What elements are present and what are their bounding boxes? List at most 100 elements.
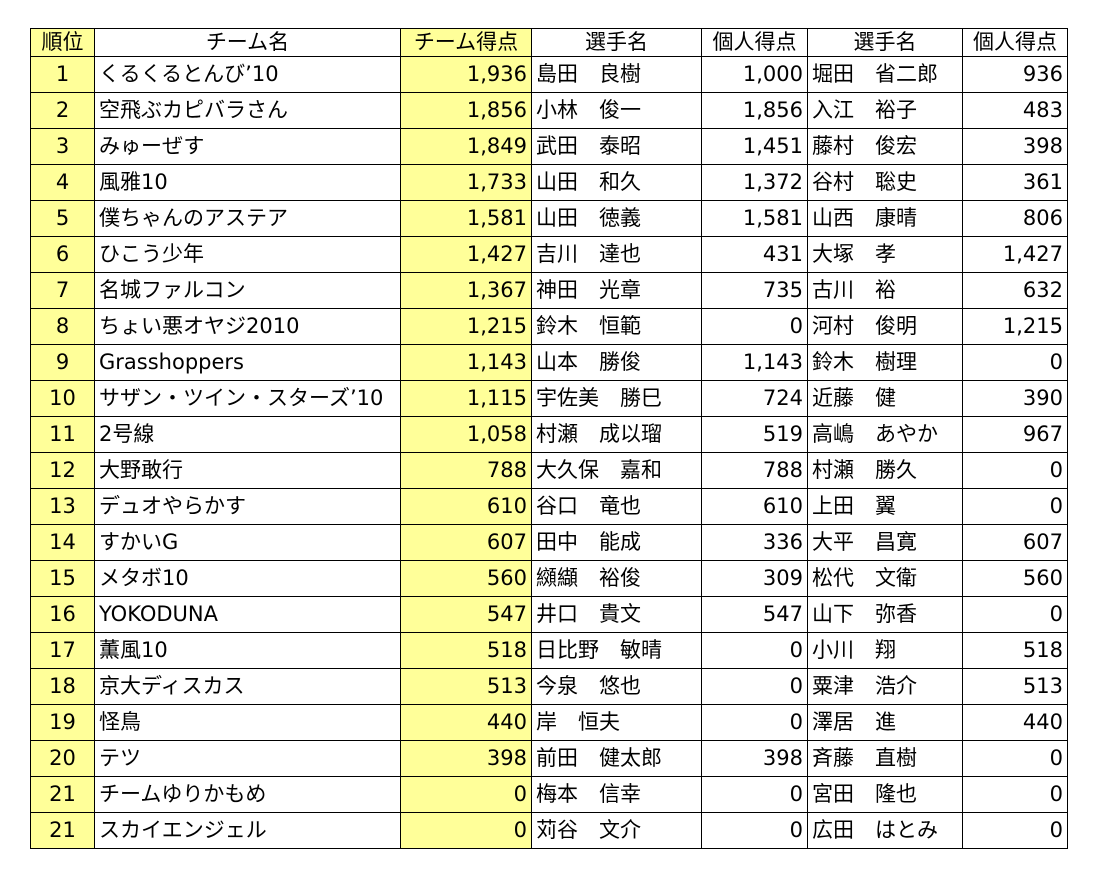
team-score-cell: 547 bbox=[400, 596, 532, 633]
player1-name-cell: 岸 恒夫 bbox=[531, 704, 702, 741]
rank-cell: 7 bbox=[30, 272, 95, 309]
table-row: 12 大野敢行 788 大久保 嘉和 788 村瀬 勝久 0 bbox=[30, 452, 1068, 489]
player1-name-cell: 梅本 信幸 bbox=[531, 776, 702, 813]
header-player2-score: 個人得点 bbox=[962, 28, 1068, 57]
rank-cell: 19 bbox=[30, 704, 95, 741]
team-score-cell: 0 bbox=[400, 776, 532, 813]
team-score-cell: 560 bbox=[400, 560, 532, 597]
rank-cell: 21 bbox=[30, 776, 95, 813]
header-player1-score: 個人得点 bbox=[701, 28, 808, 57]
rank-cell: 3 bbox=[30, 128, 95, 165]
player2-score-cell: 0 bbox=[962, 488, 1068, 525]
player1-score-cell: 1,143 bbox=[701, 344, 808, 381]
team-name-cell: 僕ちゃんのアステア bbox=[94, 200, 401, 237]
player1-name-cell: 苅谷 文介 bbox=[531, 812, 702, 849]
rank-cell: 11 bbox=[30, 416, 95, 453]
player1-name-cell: 前田 健太郎 bbox=[531, 740, 702, 777]
player1-score-cell: 788 bbox=[701, 452, 808, 489]
player2-score-cell: 0 bbox=[962, 344, 1068, 381]
team-score-cell: 1,115 bbox=[400, 380, 532, 417]
team-name-cell: Grasshoppers bbox=[94, 344, 401, 381]
team-score-cell: 1,143 bbox=[400, 344, 532, 381]
rank-cell: 9 bbox=[30, 344, 95, 381]
table-row: 16 YOKODUNA 547 井口 貴文 547 山下 弥香 0 bbox=[30, 596, 1068, 633]
rank-cell: 5 bbox=[30, 200, 95, 237]
table-row: 7 名城ファルコン 1,367 神田 光章 735 古川 裕 632 bbox=[30, 272, 1068, 309]
player1-name-cell: 吉川 達也 bbox=[531, 236, 702, 273]
header-team-name: チーム名 bbox=[94, 28, 401, 57]
team-name-cell: サザン・ツイン・スターズ’10 bbox=[94, 380, 401, 417]
player1-score-cell: 0 bbox=[701, 704, 808, 741]
player1-name-cell: 山田 徳義 bbox=[531, 200, 702, 237]
table-row: 20 テツ 398 前田 健太郎 398 斉藤 直樹 0 bbox=[30, 740, 1068, 777]
player2-name-cell: 高嶋 あやか bbox=[807, 416, 963, 453]
rank-cell: 2 bbox=[30, 92, 95, 129]
player1-name-cell: 田中 能成 bbox=[531, 524, 702, 561]
team-score-cell: 1,856 bbox=[400, 92, 532, 129]
player2-score-cell: 483 bbox=[962, 92, 1068, 129]
ranking-table: 順位 チーム名 チーム得点 選手名 個人得点 選手名 個人得点 1 くるくるとんび… bbox=[30, 28, 1068, 849]
player1-name-cell: 村瀬 成以瑠 bbox=[531, 416, 702, 453]
player1-name-cell: 谷口 竜也 bbox=[531, 488, 702, 525]
rank-cell: 12 bbox=[30, 452, 95, 489]
table-row: 15 メタボ10 560 纐纈 裕俊 309 松代 文衛 560 bbox=[30, 560, 1068, 597]
table-row: 9 Grasshoppers 1,143 山本 勝俊 1,143 鈴木 樹理 0 bbox=[30, 344, 1068, 381]
player1-name-cell: 井口 貴文 bbox=[531, 596, 702, 633]
header-row: 順位 チーム名 チーム得点 選手名 個人得点 選手名 個人得点 bbox=[30, 28, 1068, 57]
team-score-cell: 788 bbox=[400, 452, 532, 489]
table-row: 17 薫風10 518 日比野 敏晴 0 小川 翔 518 bbox=[30, 632, 1068, 669]
player1-score-cell: 1,372 bbox=[701, 164, 808, 201]
player2-name-cell: 澤居 進 bbox=[807, 704, 963, 741]
rank-cell: 17 bbox=[30, 632, 95, 669]
header-rank: 順位 bbox=[30, 28, 95, 57]
team-name-cell: 薫風10 bbox=[94, 632, 401, 669]
player1-score-cell: 1,856 bbox=[701, 92, 808, 129]
player1-score-cell: 0 bbox=[701, 308, 808, 345]
team-score-cell: 513 bbox=[400, 668, 532, 705]
player2-name-cell: 河村 俊明 bbox=[807, 308, 963, 345]
player2-name-cell: 堀田 省二郎 bbox=[807, 56, 963, 93]
player2-score-cell: 513 bbox=[962, 668, 1068, 705]
rank-cell: 1 bbox=[30, 56, 95, 93]
table-row: 10 サザン・ツイン・スターズ’10 1,115 宇佐美 勝巳 724 近藤 健 390 bbox=[30, 380, 1068, 417]
team-name-cell: 2号線 bbox=[94, 416, 401, 453]
team-name-cell: デュオやらかす bbox=[94, 488, 401, 525]
table-row: 21 スカイエンジェル 0 苅谷 文介 0 広田 はとみ 0 bbox=[30, 812, 1068, 849]
header-team-score: チーム得点 bbox=[400, 28, 532, 57]
player2-name-cell: 小川 翔 bbox=[807, 632, 963, 669]
team-name-cell: 大野敢行 bbox=[94, 452, 401, 489]
team-name-cell: 怪鳥 bbox=[94, 704, 401, 741]
player2-score-cell: 806 bbox=[962, 200, 1068, 237]
player2-score-cell: 607 bbox=[962, 524, 1068, 561]
player2-name-cell: 上田 翼 bbox=[807, 488, 963, 525]
player2-name-cell: 大平 昌寛 bbox=[807, 524, 963, 561]
team-score-cell: 1,058 bbox=[400, 416, 532, 453]
player2-score-cell: 361 bbox=[962, 164, 1068, 201]
team-score-cell: 398 bbox=[400, 740, 532, 777]
player2-score-cell: 0 bbox=[962, 596, 1068, 633]
team-name-cell: チームゆりかもめ bbox=[94, 776, 401, 813]
team-name-cell: 京大ディスカス bbox=[94, 668, 401, 705]
player2-score-cell: 518 bbox=[962, 632, 1068, 669]
player2-name-cell: 斉藤 直樹 bbox=[807, 740, 963, 777]
player2-name-cell: 大塚 孝 bbox=[807, 236, 963, 273]
team-score-cell: 1,733 bbox=[400, 164, 532, 201]
team-name-cell: スカイエンジェル bbox=[94, 812, 401, 849]
player2-score-cell: 390 bbox=[962, 380, 1068, 417]
table-row: 2 空飛ぶカピバラさん 1,856 小林 俊一 1,856 入江 裕子 483 bbox=[30, 92, 1068, 129]
player2-name-cell: 宮田 隆也 bbox=[807, 776, 963, 813]
player1-score-cell: 0 bbox=[701, 812, 808, 849]
player1-score-cell: 1,581 bbox=[701, 200, 808, 237]
player2-score-cell: 1,427 bbox=[962, 236, 1068, 273]
team-score-cell: 1,215 bbox=[400, 308, 532, 345]
header-player2-name: 選手名 bbox=[807, 28, 963, 57]
team-score-cell: 1,427 bbox=[400, 236, 532, 273]
player2-name-cell: 山西 康晴 bbox=[807, 200, 963, 237]
player2-name-cell: 古川 裕 bbox=[807, 272, 963, 309]
rank-cell: 6 bbox=[30, 236, 95, 273]
player1-name-cell: 纐纈 裕俊 bbox=[531, 560, 702, 597]
player2-score-cell: 0 bbox=[962, 452, 1068, 489]
player2-name-cell: 鈴木 樹理 bbox=[807, 344, 963, 381]
player1-score-cell: 0 bbox=[701, 776, 808, 813]
player2-name-cell: 藤村 俊宏 bbox=[807, 128, 963, 165]
